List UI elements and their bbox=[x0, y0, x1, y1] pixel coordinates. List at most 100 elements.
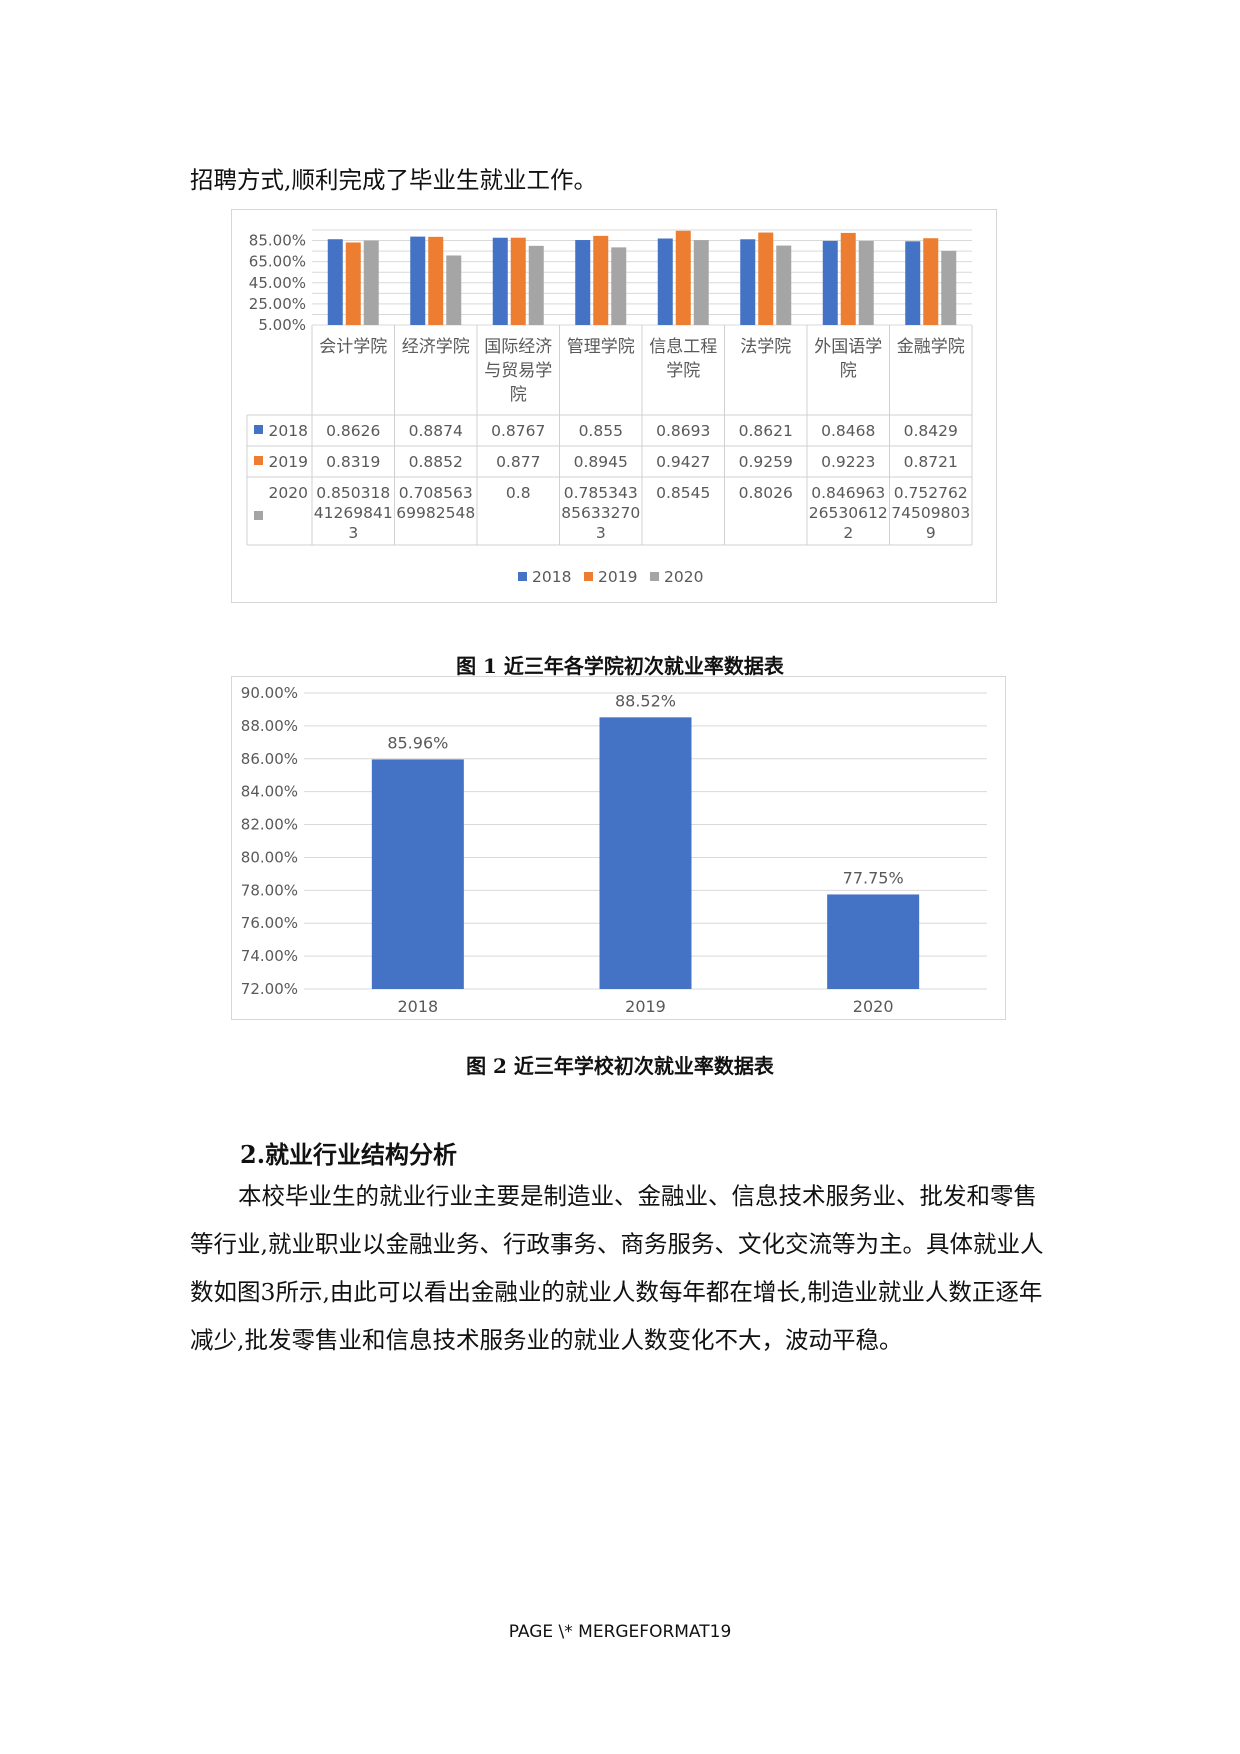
data-label: 0.9427 bbox=[656, 453, 710, 471]
bar-2020-5 bbox=[776, 245, 792, 325]
bar-2018-6 bbox=[822, 240, 838, 325]
bar-2020-3 bbox=[611, 247, 627, 325]
figure2-chart: 90.00% 88.00% 86.00% 84.00% 82.00% 80.00% 78.0… bbox=[241, 684, 987, 1016]
figure1-caption: 图 1 近三年各学院初次就业率数据表 bbox=[456, 654, 784, 678]
y-tick-label: 78.00% bbox=[241, 881, 298, 899]
bar-2020-1 bbox=[446, 255, 462, 325]
y-tick-label: 45.00% bbox=[249, 274, 306, 292]
category-label: 会计学院 bbox=[319, 337, 387, 357]
bar-2019-7 bbox=[923, 238, 939, 325]
data-label: 0.8429 bbox=[904, 422, 958, 440]
intro-text: 招聘方式,顺利完成了毕业生就业工作。 bbox=[190, 166, 597, 194]
legend-key-2020 bbox=[254, 511, 263, 520]
category-label: 外国语学 bbox=[814, 337, 882, 357]
bar-2020-6 bbox=[858, 240, 874, 325]
data-label: 0.8319 bbox=[326, 453, 380, 471]
figure1-chart-container: 85.00% 65.00% 45.00% 25.00% 5.00% 会计学院 经济学院 国际经… bbox=[231, 209, 997, 603]
data-label: 88.52% bbox=[615, 691, 676, 710]
figure2-chart-container: 90.00% 88.00% 86.00% 84.00% 82.00% 80.00% 78.0… bbox=[231, 676, 1006, 1020]
data-label: 74509803 bbox=[891, 504, 970, 522]
category-label: 经济学院 bbox=[402, 337, 470, 357]
legend-label-2018: 2018 bbox=[532, 568, 571, 586]
data-label: 85.96% bbox=[387, 733, 448, 752]
data-label: 0.9259 bbox=[739, 453, 793, 471]
bar-2019 bbox=[599, 717, 692, 989]
bar-2018-7 bbox=[905, 241, 921, 325]
data-label: 2 bbox=[843, 524, 853, 542]
bar-2018 bbox=[371, 759, 464, 989]
data-label: 77.75% bbox=[843, 868, 904, 887]
bar-2019-3 bbox=[593, 235, 609, 325]
x-tick-label: 2019 bbox=[625, 997, 666, 1016]
data-label: 69982548 bbox=[396, 504, 475, 522]
bar-2019-0 bbox=[345, 242, 361, 325]
data-label: 0.877 bbox=[496, 453, 540, 471]
data-label: 41269841 bbox=[314, 504, 393, 522]
page-footer: PAGE \* MERGEFORMAT19 bbox=[508, 1622, 732, 1642]
category-label: 院 bbox=[510, 385, 527, 405]
data-label: 0.8626 bbox=[326, 422, 380, 440]
category-label: 国际经济 bbox=[484, 337, 552, 357]
legend-label-2019: 2019 bbox=[598, 568, 637, 586]
category-label: 法学院 bbox=[740, 337, 791, 357]
bar-2020-4 bbox=[693, 240, 709, 325]
y-tick-label: 80.00% bbox=[241, 848, 298, 866]
data-label: 0.9223 bbox=[821, 453, 875, 471]
data-label: 26530612 bbox=[809, 504, 888, 522]
data-label: 9 bbox=[926, 524, 936, 542]
bar-2020-2 bbox=[528, 245, 544, 325]
data-label: 0.8852 bbox=[409, 453, 463, 471]
figure1-chart: 85.00% 65.00% 45.00% 25.00% 5.00% 会计学院 经济学院 国际经… bbox=[246, 229, 973, 586]
category-label: 与贸易学 bbox=[484, 361, 552, 381]
figure2-caption: 图 2 近三年学校初次就业率数据表 bbox=[466, 1054, 774, 1078]
bar-2018-5 bbox=[740, 239, 756, 325]
x-tick-label: 2020 bbox=[853, 997, 894, 1016]
data-label: 0.8545 bbox=[656, 484, 710, 502]
data-label: 0.8693 bbox=[656, 422, 710, 440]
category-label: 院 bbox=[840, 361, 857, 381]
bar-2018-2 bbox=[492, 237, 508, 325]
y-tick-label: 90.00% bbox=[241, 684, 298, 702]
bar-2020-7 bbox=[941, 250, 957, 325]
data-label: 0.8 bbox=[506, 484, 531, 502]
row-label-2019: 2019 bbox=[269, 453, 308, 471]
data-label: 0.846963 bbox=[811, 484, 885, 502]
y-tick-label: 86.00% bbox=[241, 750, 298, 768]
data-label: 3 bbox=[596, 524, 606, 542]
legend-key-2019 bbox=[254, 456, 263, 465]
legend-marker-2020 bbox=[650, 572, 659, 581]
data-label: 0.785343 bbox=[564, 484, 638, 502]
body-paragraph: 本校毕业生的就业行业主要是制造业、金融业、信息技术服务业、批发和零售等行业,就业… bbox=[190, 1182, 1044, 1354]
y-tick-label: 84.00% bbox=[241, 783, 298, 801]
bar-2020 bbox=[827, 894, 920, 989]
bar-2018-1 bbox=[410, 236, 426, 325]
data-label: 0.855 bbox=[579, 422, 623, 440]
y-tick-label: 5.00% bbox=[258, 316, 306, 334]
bar-2019-5 bbox=[758, 232, 774, 325]
section-heading: 2.就业行业结构分析 bbox=[240, 1140, 458, 1169]
category-label: 信息工程 bbox=[649, 337, 717, 357]
row-label-2020: 2020 bbox=[269, 484, 308, 502]
bar-2018-3 bbox=[575, 240, 591, 325]
bar-2020-0 bbox=[363, 240, 379, 325]
data-label: 0.8468 bbox=[821, 422, 875, 440]
data-label: 0.8721 bbox=[904, 453, 958, 471]
bar-2019-1 bbox=[428, 236, 444, 325]
y-tick-label: 88.00% bbox=[241, 717, 298, 735]
data-label: 0.8026 bbox=[739, 484, 793, 502]
legend-marker-2018 bbox=[518, 572, 527, 581]
bar-2019-2 bbox=[510, 237, 526, 325]
y-tick-label: 82.00% bbox=[241, 816, 298, 834]
data-label: 3 bbox=[348, 524, 358, 542]
row-label-2018: 2018 bbox=[269, 422, 308, 440]
category-label: 金融学院 bbox=[897, 337, 965, 357]
y-tick-label: 25.00% bbox=[249, 295, 306, 313]
data-label: 0.850318 bbox=[316, 484, 390, 502]
y-tick-label: 76.00% bbox=[241, 914, 298, 932]
y-tick-label: 74.00% bbox=[241, 947, 298, 965]
y-tick-label: 65.00% bbox=[249, 253, 306, 271]
data-label: 0.8767 bbox=[491, 422, 545, 440]
data-label: 0.8621 bbox=[739, 422, 793, 440]
data-label: 85633270 bbox=[561, 504, 640, 522]
data-label: 0.752762 bbox=[894, 484, 968, 502]
